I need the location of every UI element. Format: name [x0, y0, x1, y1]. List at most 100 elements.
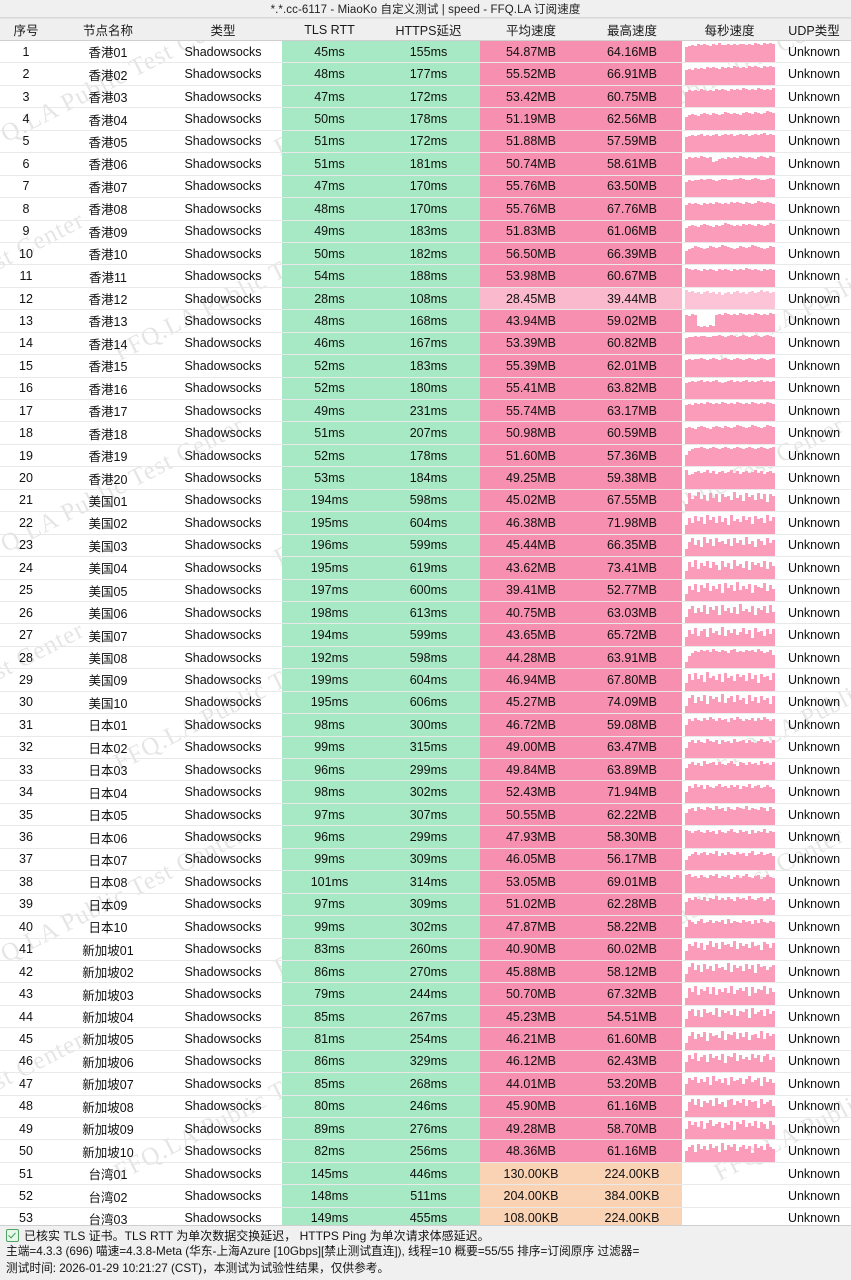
table-row[interactable]: 35 日本05 Shadowsocks 97ms 307ms 50.55MB 62.22MB…	[0, 803, 851, 827]
sparkline-bar	[726, 336, 730, 355]
sparkline-bar	[738, 67, 742, 85]
table-row[interactable]: 45 新加坡05 Shadowsocks 81ms 254ms 46.21MB 61.60M…	[0, 1027, 851, 1051]
table-row[interactable]: 28 美国08 Shadowsocks 192ms 598ms 44.28MB 63.91M…	[0, 646, 851, 670]
sparkline-bar	[708, 382, 712, 399]
cell-name: 新加坡05	[52, 1027, 164, 1051]
column-header-node-name[interactable]: 节点名称	[52, 18, 164, 41]
table-row[interactable]: 26 美国06 Shadowsocks 198ms 613ms 40.75MB 63.03M…	[0, 601, 851, 625]
table-row[interactable]: 16 香港16 Shadowsocks 52ms 180ms 55.41MB 63.82MB…	[0, 377, 851, 401]
table-row[interactable]: 12 香港12 Shadowsocks 28ms 108ms 28.45MB 39.44MB…	[0, 287, 851, 311]
table-row[interactable]: 34 日本04 Shadowsocks 98ms 302ms 52.43MB 71.94MB…	[0, 780, 851, 804]
table-row[interactable]: 39 日本09 Shadowsocks 97ms 309ms 51.02MB 62.28MB…	[0, 893, 851, 917]
sparkline-bar	[705, 543, 709, 557]
sparkline-bar	[762, 202, 766, 220]
table-row[interactable]: 17 香港17 Shadowsocks 49ms 231ms 55.74MB 63.17MB…	[0, 399, 851, 423]
table-row[interactable]: 23 美国03 Shadowsocks 196ms 599ms 45.44MB 66.35M…	[0, 534, 851, 558]
sparkline-bar	[729, 743, 733, 758]
table-row[interactable]: 49 新加坡09 Shadowsocks 89ms 276ms 49.28MB 58.70M…	[0, 1117, 851, 1141]
table-row[interactable]: 50 新加坡10 Shadowsocks 82ms 256ms 48.36MB 61.16M…	[0, 1139, 851, 1163]
table-row[interactable]: 46 新加坡06 Shadowsocks 86ms 329ms 46.12MB 62.43M…	[0, 1050, 851, 1074]
table-row[interactable]: 32 日本02 Shadowsocks 99ms 315ms 49.00MB 63.47MB…	[0, 736, 851, 760]
sparkline-bar	[708, 1120, 712, 1140]
sparkline-bar	[759, 807, 763, 826]
sparkline-bar	[687, 1102, 691, 1117]
table-row[interactable]: 43 新加坡03 Shadowsocks 79ms 244ms 50.70MB 67.32M…	[0, 982, 851, 1006]
column-header-index[interactable]: 序号	[0, 18, 52, 41]
table-row[interactable]: 21 美国01 Shadowsocks 194ms 598ms 45.02MB 67.55M…	[0, 489, 851, 513]
table-row[interactable]: 29 美国09 Shadowsocks 199ms 604ms 46.94MB 67.80M…	[0, 668, 851, 692]
sparkline-bar	[738, 1103, 742, 1117]
table-row[interactable]: 38 日本08 Shadowsocks 101ms 314ms 53.05MB 69.01M…	[0, 870, 851, 894]
table-row[interactable]: 36 日本06 Shadowsocks 96ms 299ms 47.93MB 58.30MB…	[0, 825, 851, 849]
sparkline-bar	[696, 448, 700, 467]
table-row[interactable]: 37 日本07 Shadowsocks 99ms 309ms 46.05MB 56.17MB…	[0, 848, 851, 872]
sparkline-bar	[759, 67, 763, 85]
table-row[interactable]: 10 香港10 Shadowsocks 50ms 182ms 56.50MB 66.39MB…	[0, 242, 851, 266]
cell-udp: Unknown	[777, 152, 851, 176]
table-row[interactable]: 42 新加坡02 Shadowsocks 86ms 270ms 45.88MB 58.12M…	[0, 960, 851, 984]
cell-name: 香港06	[52, 152, 164, 176]
table-row[interactable]: 31 日本01 Shadowsocks 98ms 300ms 46.72MB 59.08MB…	[0, 713, 851, 737]
table-row[interactable]: 6 香港06 Shadowsocks 51ms 181ms 50.74MB 58.61MB U…	[0, 152, 851, 176]
table-row[interactable]: 15 香港15 Shadowsocks 52ms 183ms 55.39MB 62.01MB…	[0, 354, 851, 378]
column-header-max-speed[interactable]: 最高速度	[582, 18, 682, 41]
column-header-type[interactable]: 类型	[164, 18, 282, 41]
table-row[interactable]: 20 香港20 Shadowsocks 53ms 184ms 49.25MB 59.38MB…	[0, 466, 851, 490]
cell-sparkline	[682, 534, 777, 558]
column-header-tls-rtt[interactable]: TLS RTT	[282, 18, 377, 41]
sparkline-bar	[732, 492, 736, 512]
column-header-avg-speed[interactable]: 平均速度	[480, 18, 582, 41]
table-row[interactable]: 14 香港14 Shadowsocks 46ms 167ms 53.39MB 60.82MB…	[0, 332, 851, 356]
table-row[interactable]: 1 香港01 Shadowsocks 45ms 155ms 54.87MB 64.16MB U…	[0, 40, 851, 64]
sparkline-bar	[768, 704, 772, 714]
cell-type: Shadowsocks	[164, 736, 282, 760]
table-row[interactable]: 48 新加坡08 Shadowsocks 80ms 246ms 45.90MB 61.16M…	[0, 1095, 851, 1119]
table-row[interactable]: 22 美国02 Shadowsocks 195ms 604ms 46.38MB 71.98M…	[0, 511, 851, 535]
table-row[interactable]: 7 香港07 Shadowsocks 47ms 170ms 55.76MB 63.50MB U…	[0, 175, 851, 199]
table-row[interactable]: 25 美国05 Shadowsocks 197ms 600ms 39.41MB 52.77M…	[0, 579, 851, 602]
table-row[interactable]: 53 台湾03 Shadowsocks 149ms 455ms 108.00KB 224.0…	[0, 1207, 851, 1225]
table-row[interactable]: 8 香港08 Shadowsocks 48ms 170ms 55.76MB 67.76MB U…	[0, 197, 851, 221]
table-row[interactable]: 44 新加坡04 Shadowsocks 85ms 267ms 45.23MB 54.51M…	[0, 1005, 851, 1029]
table-row[interactable]: 24 美国04 Shadowsocks 195ms 619ms 43.62MB 73.41M…	[0, 556, 851, 580]
sparkline-bar	[699, 499, 703, 512]
sparkline-bar	[708, 428, 712, 444]
table-row[interactable]: 51 台湾01 Shadowsocks 145ms 446ms 130.00KB 224.0…	[0, 1162, 851, 1186]
sparkline-bar	[705, 91, 709, 108]
sparkline-bar	[729, 113, 733, 130]
cell-avg: 55.39MB	[480, 354, 582, 378]
table-row[interactable]: 18 香港18 Shadowsocks 51ms 207ms 50.98MB 60.59MB…	[0, 421, 851, 445]
sparkline-bar	[726, 524, 730, 534]
table-row[interactable]: 9 香港09 Shadowsocks 49ms 183ms 51.83MB 61.06MB U…	[0, 220, 851, 243]
cell-avg: 46.38MB	[480, 511, 582, 535]
table-row[interactable]: 27 美国07 Shadowsocks 194ms 599ms 43.65MB 65.72M…	[0, 623, 851, 647]
table-row[interactable]: 40 日本10 Shadowsocks 99ms 302ms 47.87MB 58.22MB…	[0, 915, 851, 939]
table-row[interactable]: 30 美国10 Shadowsocks 195ms 606ms 45.27MB 74.09M…	[0, 691, 851, 715]
sparkline-bar	[699, 674, 703, 691]
sparkline-bar	[741, 404, 745, 422]
cell-http: 613ms	[377, 601, 480, 625]
table-row[interactable]: 19 香港19 Shadowsocks 52ms 178ms 51.60MB 57.36MB…	[0, 444, 851, 468]
table-row[interactable]: 41 新加坡01 Shadowsocks 83ms 260ms 40.90MB 60.02M…	[0, 938, 851, 961]
table-row[interactable]: 5 香港05 Shadowsocks 51ms 172ms 51.88MB 57.59MB U…	[0, 130, 851, 154]
column-header-udp-type[interactable]: UDP类型	[777, 18, 851, 41]
table-row[interactable]: 52 台湾02 Shadowsocks 148ms 511ms 204.00KB 384.0…	[0, 1184, 851, 1208]
cell-sparkline	[682, 803, 777, 827]
column-header-https-latency[interactable]: HTTPS延迟	[377, 18, 480, 41]
table-row[interactable]: 11 香港11 Shadowsocks 54ms 188ms 53.98MB 60.67MB…	[0, 264, 851, 288]
table-row[interactable]: 2 香港02 Shadowsocks 48ms 177ms 55.52MB 66.91MB U…	[0, 62, 851, 86]
sparkline-bar	[723, 900, 727, 916]
sparkline-bar	[714, 538, 718, 557]
table-row[interactable]: 3 香港03 Shadowsocks 47ms 172ms 53.42MB 60.75MB U…	[0, 85, 851, 109]
sparkline-bar	[720, 853, 724, 871]
column-header-per-second-speed[interactable]: 每秒速度	[682, 18, 777, 41]
sparkline-bar	[768, 178, 772, 198]
table-row[interactable]: 13 香港13 Shadowsocks 48ms 168ms 43.94MB 59.02MB…	[0, 309, 851, 333]
table-row[interactable]: 47 新加坡07 Shadowsocks 85ms 268ms 44.01MB 53.20M…	[0, 1072, 851, 1096]
sparkline-bar	[753, 615, 757, 624]
table-row[interactable]: 33 日本03 Shadowsocks 96ms 299ms 49.84MB 63.89MB…	[0, 758, 851, 782]
table-row[interactable]: 4 香港04 Shadowsocks 50ms 178ms 51.19MB 62.56MB U…	[0, 107, 851, 131]
sparkline-bar	[714, 606, 718, 624]
sparkline-bar	[771, 88, 775, 108]
cell-idx: 28	[0, 646, 52, 670]
